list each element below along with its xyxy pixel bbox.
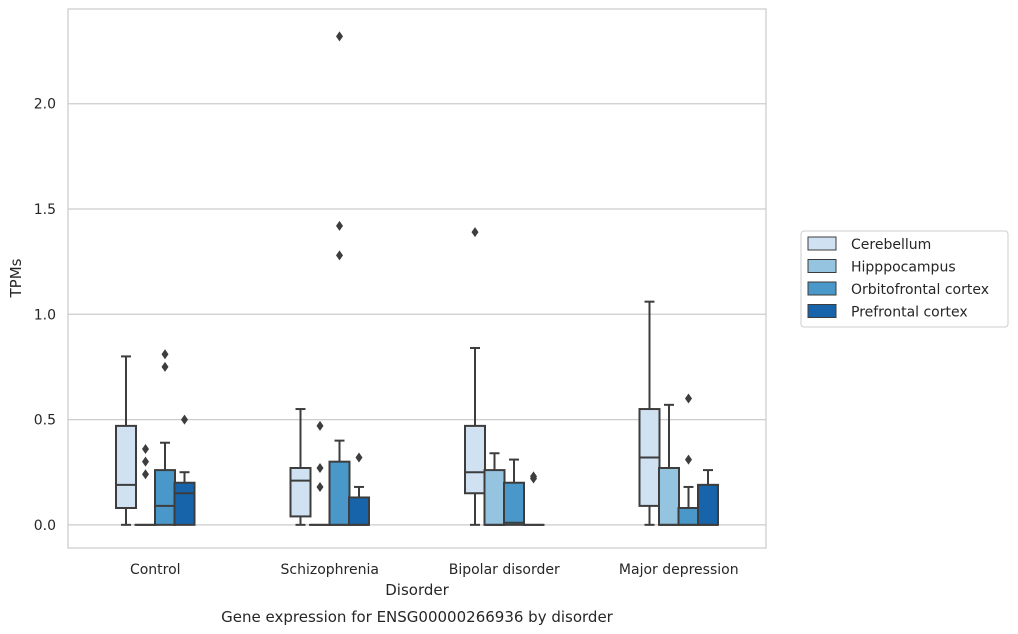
box-item — [173, 414, 196, 526]
outlier-point — [142, 469, 149, 480]
x-tick-label: Major depression — [619, 562, 739, 578]
box-rect — [677, 506, 700, 526]
legend-label: Orbitofrontal cortex — [851, 282, 989, 298]
box-rect — [658, 466, 680, 526]
legend-items: Cerebellum Hipppocampus Orbitofrontal cort… — [807, 236, 989, 321]
box-item — [348, 452, 370, 526]
outlier-point — [336, 220, 343, 231]
outlier-point — [142, 444, 149, 455]
box-item — [522, 471, 545, 526]
x-tick-label: Control — [130, 562, 181, 578]
legend: Cerebellum Hipppocampus Orbitofrontal cort… — [800, 230, 1009, 328]
legend-label: Hipppocampus — [851, 260, 956, 276]
box-rect — [348, 496, 370, 526]
box-item — [638, 300, 661, 526]
box-item — [115, 355, 137, 526]
legend-swatch — [807, 259, 837, 273]
box-item — [328, 31, 351, 526]
outlier-point — [530, 471, 537, 482]
box-rect — [464, 424, 486, 495]
x-axis-title: Disorder — [385, 581, 449, 599]
box-rect — [115, 424, 137, 509]
y-axis-title: TPMs — [7, 258, 25, 298]
category-group — [289, 31, 370, 526]
outlier-point — [685, 454, 692, 465]
box-groups — [115, 31, 719, 526]
outlier-point — [471, 227, 479, 238]
box-rect — [503, 481, 525, 526]
legend-swatch — [807, 236, 837, 251]
y-tick-label: 2.0 — [34, 97, 56, 113]
legend-swatch — [807, 304, 837, 318]
legend-frame — [800, 230, 1009, 328]
box-rect — [697, 483, 719, 526]
x-tick-label: Bipolar disorder — [449, 562, 560, 578]
box-rect — [173, 481, 196, 526]
outlier-point — [355, 452, 363, 463]
box-item — [289, 408, 312, 526]
box-rect — [328, 460, 351, 526]
category-group — [115, 349, 196, 526]
legend-swatch — [807, 281, 837, 296]
category-group — [638, 300, 719, 526]
outlier-point — [161, 361, 169, 372]
figure-caption: Gene expression for ENSG00000266936 by d… — [221, 608, 614, 626]
x-tick-label: Schizophrenia — [281, 562, 379, 578]
y-tick-label: 1.5 — [34, 202, 56, 218]
box-item — [503, 458, 525, 526]
legend-label: Prefrontal cortex — [851, 305, 968, 321]
box-item — [658, 403, 680, 526]
box-item — [697, 469, 719, 526]
outlier-point — [316, 420, 324, 431]
outlier-point — [316, 462, 324, 473]
outlier-point — [336, 250, 343, 261]
box-rect — [289, 466, 312, 518]
y-tick-label: 0.0 — [34, 518, 56, 534]
outlier-point — [316, 481, 324, 492]
y-tick-label: 1.0 — [34, 307, 56, 323]
category-group — [464, 227, 545, 526]
box-item — [677, 393, 700, 526]
box-rect — [483, 469, 506, 526]
outlier-point — [685, 393, 692, 404]
outlier-point — [336, 31, 343, 42]
box-item — [464, 227, 486, 526]
outlier-point — [161, 349, 169, 360]
box-item — [134, 444, 157, 526]
box-item — [154, 349, 176, 526]
y-tick-labels: 0.0 0.5 1.0 1.5 2.0 — [34, 97, 56, 534]
outlier-point — [181, 414, 188, 425]
plot-frame — [67, 8, 767, 549]
legend-label: Cerebellum — [851, 237, 931, 253]
outlier-point — [142, 456, 149, 467]
x-tick-labels: Control Schizophrenia Bipolar disorder Majo… — [130, 562, 739, 578]
box-rect — [154, 469, 176, 526]
y-tick-label: 0.5 — [34, 413, 56, 429]
